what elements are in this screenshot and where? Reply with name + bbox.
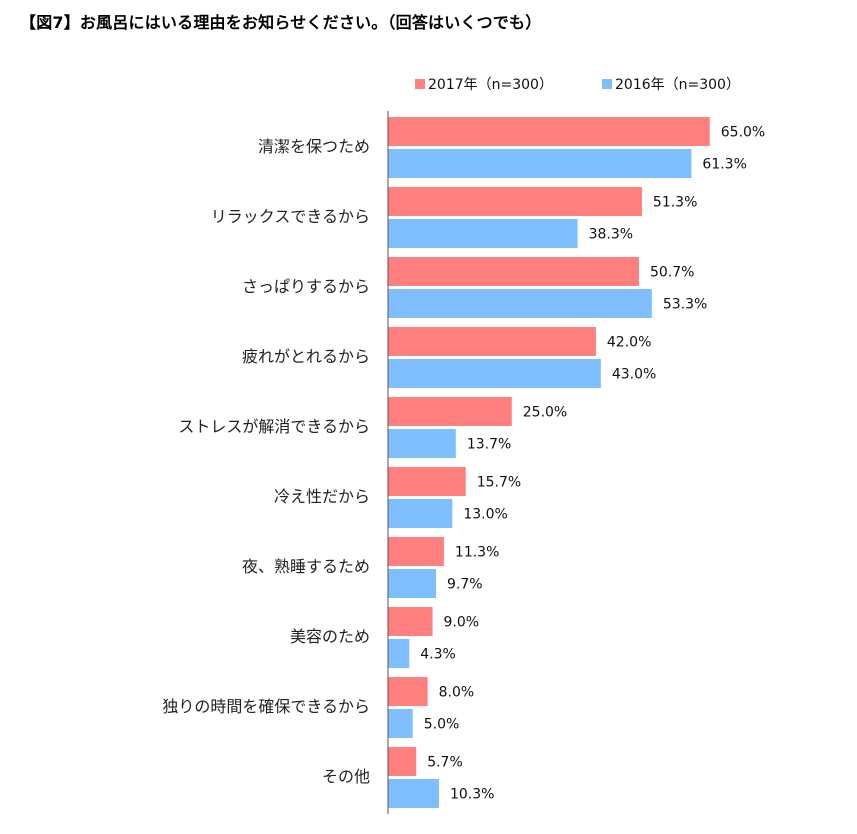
data-label: 15.7%	[477, 475, 521, 491]
data-label: 9.7%	[447, 577, 483, 593]
category-label: その他	[322, 767, 370, 786]
data-label: 13.0%	[463, 507, 507, 523]
data-label: 11.3%	[455, 545, 499, 561]
category-label: リラックスできるから	[211, 207, 370, 226]
bar-2017	[388, 187, 642, 216]
data-label: 51.3%	[653, 195, 697, 211]
legend-swatch-2017	[415, 79, 425, 89]
bar-2017	[388, 327, 596, 356]
data-label: 25.0%	[523, 405, 567, 421]
legend: 2017年（n=300） 2016年（n=300）	[415, 77, 740, 93]
data-label: 4.3%	[420, 647, 456, 663]
bar-2017	[388, 257, 639, 286]
bar-2016	[388, 359, 601, 388]
bar-2017	[388, 747, 417, 776]
category-label: ストレスが解消できるから	[178, 417, 370, 436]
data-label: 43.0%	[612, 367, 656, 383]
data-label: 53.3%	[663, 297, 707, 313]
data-label: 10.3%	[450, 787, 494, 803]
data-label: 50.7%	[650, 265, 694, 281]
category-label: 美容のため	[290, 627, 370, 646]
bar-2017	[388, 607, 433, 636]
data-label: 42.0%	[607, 335, 651, 351]
bar-2017	[388, 467, 466, 496]
bar-2017	[388, 397, 512, 426]
category-label: 独りの時間を確保できるから	[162, 697, 370, 716]
data-label: 9.0%	[444, 615, 480, 631]
bar-2017	[388, 117, 710, 146]
bar-2016	[388, 429, 456, 458]
bar-2016	[388, 639, 410, 668]
legend-label-2017: 2017年（n=300）	[428, 77, 553, 93]
category-label: 夜、熟睡するため	[242, 557, 370, 576]
data-label: 61.3%	[702, 157, 746, 173]
data-label: 5.7%	[427, 755, 463, 771]
bar-2016	[388, 149, 692, 178]
bar-2016	[388, 569, 437, 598]
legend-swatch-2016	[602, 79, 612, 89]
legend-label-2016: 2016年（n=300）	[615, 77, 740, 93]
data-label: 38.3%	[589, 227, 633, 243]
data-label: 5.0%	[424, 717, 460, 733]
category-label: さっぱりするから	[242, 277, 370, 296]
category-label: 疲れがとれるから	[242, 347, 370, 366]
bar-2016	[388, 499, 453, 528]
data-label: 65.0%	[721, 125, 765, 141]
bar-2016	[388, 289, 652, 318]
bar-2016	[388, 779, 439, 808]
chart-title: 【図7】お風呂にはいる理由をお知らせください。（回答はいくつでも）	[20, 13, 542, 32]
data-label: 13.7%	[467, 437, 511, 453]
category-label: 冷え性だから	[274, 487, 370, 506]
category-label: 清潔を保つため	[258, 137, 370, 156]
labels-group: 清潔を保つため 65.0% 61.3% リラックスできるから 51.3% 38.3% さっぱ…	[162, 125, 765, 803]
bar-2016	[388, 219, 578, 248]
bars-group	[388, 117, 710, 808]
bar-2017	[388, 537, 444, 566]
bar-2017	[388, 677, 428, 706]
bar-2016	[388, 709, 413, 738]
data-label: 8.0%	[439, 685, 475, 701]
